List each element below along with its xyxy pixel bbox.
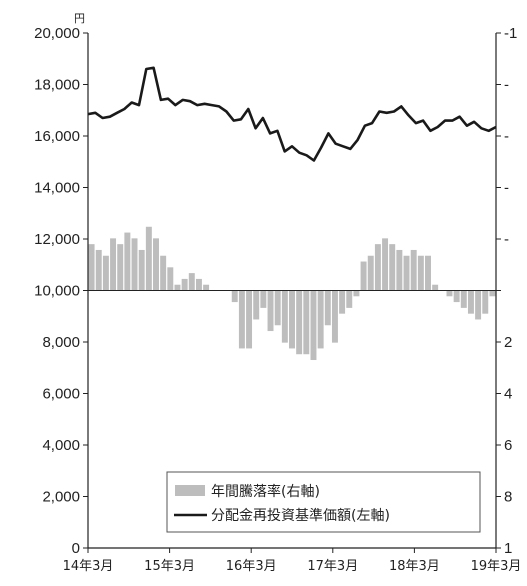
left-tick-label: 10,000: [34, 283, 80, 300]
bar: [117, 244, 124, 291]
bar: [324, 290, 331, 326]
bar: [310, 290, 317, 361]
bar: [145, 226, 152, 291]
bar: [102, 255, 109, 291]
left-tick-label: 4,000: [42, 437, 80, 454]
bar: [317, 290, 324, 349]
x-tick-label: 17年3月: [307, 559, 358, 574]
legend-bar-label: 年間騰落率(右軸): [211, 483, 320, 500]
bar: [138, 249, 145, 291]
right-tick-label: -1: [504, 25, 517, 42]
bar: [303, 290, 310, 355]
left-tick-label: 12,000: [34, 231, 80, 248]
bar: [167, 267, 174, 291]
right-tick-label: -: [504, 231, 509, 248]
bar: [353, 290, 360, 297]
bar: [281, 290, 288, 343]
bar: [453, 290, 460, 303]
bar: [296, 290, 303, 355]
bar: [374, 244, 381, 291]
bar: [446, 290, 453, 297]
bar: [482, 290, 489, 314]
right-tick-label: 8: [504, 489, 512, 506]
bar: [467, 290, 474, 314]
x-tick-label: 19年3月: [471, 559, 522, 574]
legend-line-label: 分配金再投資基準価額(左軸): [211, 507, 390, 524]
legend-bar-swatch: [175, 485, 205, 496]
bar: [246, 290, 253, 349]
bar: [231, 290, 238, 303]
right-tick-label: 1: [504, 540, 512, 557]
right-tick-label: 6: [504, 437, 512, 454]
bar: [88, 244, 95, 291]
bar: [403, 255, 410, 291]
left-tick-label: 2,000: [42, 489, 80, 506]
left-axis-unit: 円: [74, 12, 85, 25]
legend-box: [166, 471, 481, 533]
left-tick-label: 0: [72, 540, 80, 557]
bar: [195, 278, 202, 291]
x-tick-label: 14年3月: [63, 559, 114, 574]
right-tick-label: 2: [504, 334, 512, 351]
legend: 年間騰落率(右軸) 分配金再投資基準価額(左軸): [166, 471, 481, 533]
bar: [396, 249, 403, 291]
bar: [489, 290, 496, 297]
bar-series: [88, 226, 496, 361]
x-tick-label: 16年3月: [226, 559, 277, 574]
left-tick-label: 16,000: [34, 128, 80, 145]
bar: [253, 290, 260, 320]
bar: [203, 284, 210, 291]
bar: [95, 249, 102, 291]
x-tick-label: 15年3月: [144, 559, 195, 574]
bar: [160, 255, 167, 291]
bar: [417, 255, 424, 291]
bar: [267, 290, 274, 332]
bar: [110, 238, 117, 291]
bar: [389, 244, 396, 291]
line-series: [87, 66, 497, 162]
right-tick-label: -: [504, 128, 509, 145]
left-tick-label: 8,000: [42, 334, 80, 351]
bar: [460, 290, 467, 308]
bar: [331, 290, 338, 343]
bar: [410, 249, 417, 291]
bar: [181, 278, 188, 291]
bar: [382, 238, 389, 291]
left-tick-label: 20,000: [34, 25, 80, 42]
bar: [360, 261, 367, 291]
bar: [188, 273, 195, 291]
right-tick-label: -: [504, 180, 509, 197]
left-tick-label: 14,000: [34, 180, 80, 197]
bar: [274, 290, 281, 326]
right-axis-ticks: 1 8 6 4 2 - - - - -1: [496, 25, 517, 557]
bar: [425, 255, 431, 291]
x-axis-ticks: 14年3月 15年3月 16年3月 17年3月 18年3月 19年3月: [63, 548, 522, 574]
left-tick-label: 18,000: [34, 77, 80, 94]
bar: [346, 290, 353, 308]
x-tick-label: 18年3月: [389, 559, 440, 574]
bar: [367, 255, 374, 291]
bar: [124, 232, 131, 291]
left-axis-ticks: 0 2,000 4,000 6,000 8,000 10,000 12,000 14,000 1…: [34, 25, 88, 557]
bar: [131, 238, 138, 291]
bar: [339, 290, 346, 314]
right-tick-label: -: [504, 77, 509, 94]
bar: [238, 290, 245, 349]
bar: [174, 284, 181, 291]
bar: [260, 290, 267, 308]
right-tick-label: 4: [504, 386, 512, 403]
left-tick-label: 6,000: [42, 386, 80, 403]
bar: [475, 290, 482, 320]
bar: [153, 238, 159, 291]
bar: [289, 290, 295, 349]
bar: [432, 284, 439, 291]
